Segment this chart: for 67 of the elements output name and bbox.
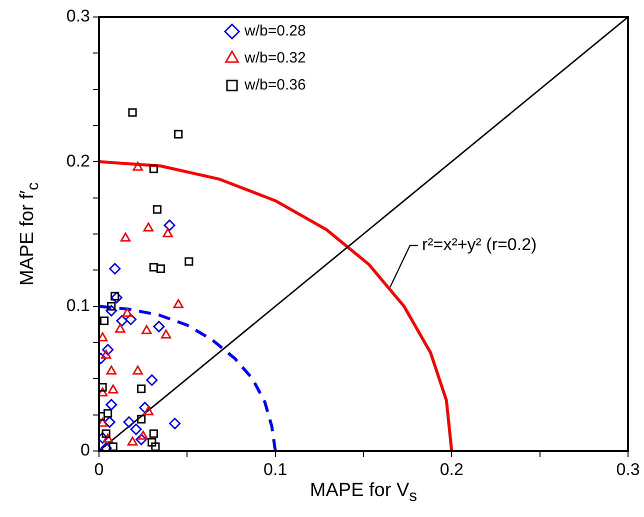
point bbox=[104, 409, 112, 418]
point bbox=[138, 430, 148, 440]
y-tick-label: 0.3 bbox=[66, 6, 90, 26]
point bbox=[106, 398, 118, 410]
point bbox=[102, 429, 110, 438]
x-tick-label: 0.3 bbox=[616, 460, 640, 479]
point bbox=[136, 434, 148, 446]
point bbox=[100, 350, 112, 359]
point bbox=[99, 418, 108, 427]
x-tick-label: 0.2 bbox=[440, 460, 464, 479]
point bbox=[130, 424, 142, 436]
point bbox=[100, 316, 109, 326]
legend-label: w/b=0.32 bbox=[244, 50, 306, 67]
line-series bbox=[99, 304, 277, 451]
legend-label: w/b=0.36 bbox=[244, 76, 306, 94]
point bbox=[162, 228, 173, 238]
point bbox=[132, 162, 143, 171]
y-tick-label: 0.1 bbox=[66, 296, 90, 316]
point bbox=[184, 257, 194, 266]
point bbox=[156, 264, 165, 274]
y-tick-label: 0 bbox=[80, 440, 90, 460]
legend-label: w/b=0.28 bbox=[244, 22, 306, 40]
point bbox=[106, 366, 116, 375]
point bbox=[143, 222, 154, 232]
point bbox=[137, 414, 146, 424]
point bbox=[109, 262, 121, 274]
x-axis-title: MAPE for V$_{s}$ bbox=[308, 480, 418, 506]
point bbox=[139, 402, 151, 414]
point bbox=[99, 383, 107, 392]
annotation: r²=x²+y² (r=0.2) bbox=[422, 235, 537, 254]
point bbox=[102, 344, 114, 356]
point bbox=[106, 304, 118, 316]
point bbox=[149, 262, 158, 272]
point bbox=[128, 108, 137, 117]
point bbox=[127, 436, 138, 446]
point bbox=[149, 429, 158, 438]
point bbox=[149, 164, 158, 174]
point bbox=[146, 374, 158, 386]
point bbox=[148, 438, 156, 447]
x-tick-label: 0.1 bbox=[264, 460, 288, 479]
y-tick-label: 0.2 bbox=[66, 151, 90, 170]
point bbox=[143, 406, 154, 416]
x-tick-label: 0 bbox=[94, 460, 104, 479]
point bbox=[174, 130, 183, 138]
point bbox=[115, 324, 126, 333]
point bbox=[99, 332, 108, 342]
point bbox=[173, 299, 184, 308]
point bbox=[123, 416, 135, 428]
point bbox=[153, 320, 165, 332]
point bbox=[104, 416, 116, 428]
point bbox=[116, 315, 128, 327]
point bbox=[152, 205, 162, 214]
point bbox=[122, 308, 132, 317]
point bbox=[132, 366, 143, 375]
point bbox=[142, 325, 152, 334]
point bbox=[124, 314, 136, 326]
point bbox=[164, 220, 176, 232]
point bbox=[169, 418, 181, 430]
point bbox=[160, 330, 172, 339]
point bbox=[137, 384, 146, 394]
point bbox=[99, 387, 108, 396]
point bbox=[110, 292, 122, 304]
point bbox=[108, 442, 118, 451]
point bbox=[120, 232, 131, 242]
point bbox=[108, 384, 118, 394]
point bbox=[151, 442, 160, 451]
point bbox=[102, 434, 113, 443]
